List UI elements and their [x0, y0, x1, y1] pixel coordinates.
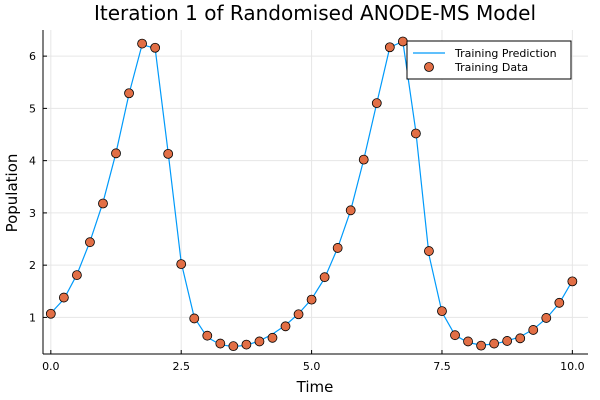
- y-tick-label: 3: [29, 207, 36, 220]
- data-point-training-data: [319, 272, 330, 283]
- data-point-training-data: [476, 340, 486, 351]
- data-point-training-data: [437, 306, 447, 317]
- x-axis-label: Time: [296, 378, 334, 396]
- data-point-training-data: [332, 243, 343, 253]
- x-tick-label: 7.5: [433, 360, 451, 373]
- data-point-training-data: [306, 294, 317, 305]
- x-tick-label: 2.5: [172, 360, 190, 373]
- data-point-training-data: [111, 148, 121, 159]
- data-point-training-data: [124, 88, 134, 99]
- data-point-training-data: [345, 205, 356, 216]
- data-point-training-data: [202, 330, 213, 341]
- data-point-training-data: [215, 338, 226, 349]
- data-point-training-data: [371, 98, 382, 109]
- y-tick-label: 1: [29, 311, 36, 324]
- plot-series: [45, 36, 578, 352]
- data-point-training-data: [98, 198, 108, 209]
- data-point-training-data: [189, 313, 200, 324]
- x-tick-label: 10.0: [560, 360, 585, 373]
- data-point-training-data: [358, 154, 369, 165]
- data-point-training-data: [228, 341, 239, 352]
- data-point-training-data: [137, 38, 147, 49]
- data-point-training-data: [293, 309, 304, 320]
- legend-marker-swatch: [424, 62, 434, 72]
- y-tick-label: 5: [29, 102, 36, 115]
- x-tick-label: 5.0: [303, 360, 321, 373]
- data-point-training-data: [150, 42, 161, 53]
- data-point-training-data: [502, 336, 513, 346]
- data-point-training-data: [85, 237, 95, 248]
- x-tick-label: 0.0: [42, 360, 60, 373]
- data-point-training-data: [528, 325, 539, 335]
- legend: Training Prediction Training Data: [406, 40, 572, 80]
- legend-label-prediction: Training Prediction: [454, 47, 557, 60]
- data-point-training-data: [567, 276, 578, 287]
- data-point-training-data: [541, 313, 552, 323]
- data-point-training-data: [45, 308, 56, 319]
- data-point-training-data: [241, 339, 252, 350]
- data-point-training-data: [424, 246, 434, 256]
- data-point-training-data: [489, 338, 500, 349]
- data-point-training-data: [72, 270, 82, 280]
- data-point-training-data: [280, 321, 291, 332]
- data-point-training-data: [463, 336, 473, 347]
- data-point-training-data: [554, 297, 565, 308]
- data-point-training-data: [450, 330, 460, 341]
- data-point-training-data: [397, 36, 408, 47]
- data-point-training-data: [176, 259, 187, 270]
- axes: [42, 30, 588, 355]
- data-point-training-data: [254, 336, 265, 347]
- y-axis-label: Population: [3, 154, 21, 233]
- y-tick-label: 2: [29, 259, 36, 272]
- data-point-training-data: [384, 42, 395, 53]
- data-point-training-data: [58, 292, 69, 303]
- y-tick-label: 6: [29, 50, 36, 63]
- data-point-training-data: [515, 333, 526, 344]
- data-point-training-data: [410, 128, 421, 139]
- grid: [43, 30, 588, 354]
- y-tick-label: 4: [29, 155, 36, 168]
- chart-title: Iteration 1 of Randomised ANODE-MS Model: [94, 1, 536, 25]
- data-point-training-data: [163, 148, 174, 159]
- data-point-training-data: [267, 332, 278, 343]
- legend-label-data: Training Data: [454, 61, 528, 74]
- tick-labels: 0.0 2.5 5.0 7.5 10.0 1 2 3 4 5 6: [29, 50, 585, 373]
- legend-box: [406, 40, 572, 80]
